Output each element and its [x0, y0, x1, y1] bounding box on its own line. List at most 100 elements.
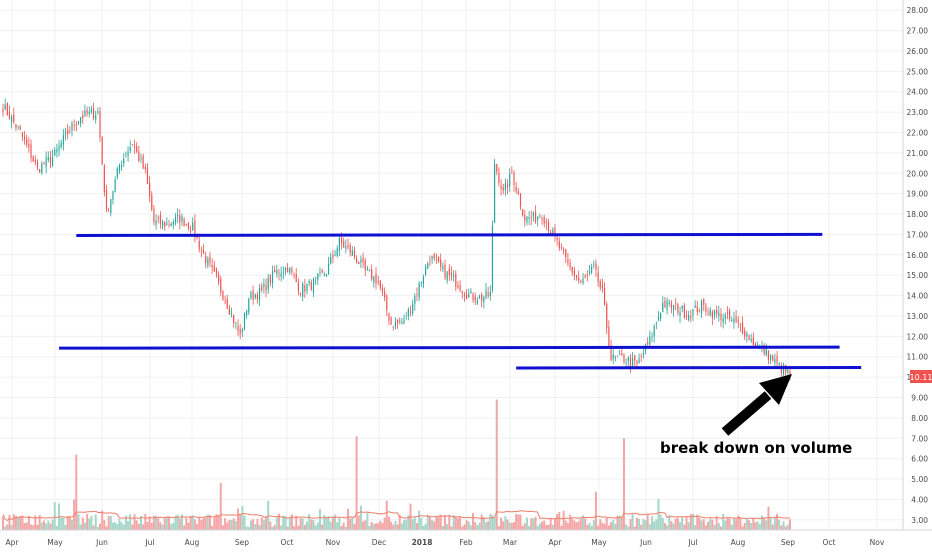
volume-bar — [714, 525, 716, 530]
candle — [78, 121, 79, 125]
candle — [399, 317, 400, 324]
candle — [718, 306, 719, 322]
volume-bar — [739, 517, 741, 530]
candle — [220, 276, 221, 296]
volume-bar — [2, 516, 4, 530]
volume-bar — [655, 519, 657, 530]
price-tick-label: 22.00 — [907, 129, 929, 138]
candle — [375, 267, 376, 289]
candle — [591, 264, 592, 275]
volume-bar — [418, 511, 420, 530]
trendline — [76, 234, 822, 235]
candle — [516, 182, 517, 194]
volume-bar — [584, 518, 586, 530]
annotation-text: break down on volume — [660, 439, 852, 457]
candle — [699, 309, 700, 313]
volume-bar — [711, 520, 713, 530]
volume-bar — [394, 521, 396, 530]
volume-bar — [507, 520, 509, 530]
volume-bar — [338, 518, 340, 530]
candle — [306, 283, 307, 294]
candle — [731, 317, 732, 322]
volume-bar — [243, 515, 245, 530]
volume-bar — [459, 517, 461, 530]
volume-bar — [431, 520, 433, 530]
candle — [541, 215, 542, 225]
candle — [7, 102, 8, 116]
candle — [733, 312, 734, 329]
candle — [276, 265, 277, 278]
candle — [595, 259, 596, 276]
volume-bar — [416, 523, 418, 530]
candle — [324, 271, 325, 276]
volume-bar — [403, 520, 405, 530]
candle — [248, 297, 249, 315]
candle — [24, 131, 25, 145]
candle — [776, 351, 777, 368]
volume-bar — [11, 525, 13, 530]
candle — [569, 259, 570, 271]
candle — [39, 169, 40, 173]
candle — [93, 103, 94, 121]
volume-bar — [517, 514, 519, 530]
price-tick-label: 21.00 — [907, 149, 929, 158]
volume-bar — [438, 517, 440, 530]
volume-bar — [203, 518, 205, 530]
candle — [481, 292, 482, 307]
candle — [134, 140, 135, 154]
candle — [190, 226, 191, 234]
volume-bar — [351, 517, 353, 530]
candle — [237, 319, 238, 336]
volume-bar — [103, 520, 105, 530]
candle — [748, 335, 749, 341]
volume-bar — [601, 523, 603, 530]
candle — [714, 310, 715, 320]
volume-bar — [649, 524, 651, 530]
candle — [498, 167, 499, 186]
volume-bar — [515, 514, 517, 530]
volume-bar — [356, 436, 358, 530]
volume-bar — [774, 517, 776, 530]
volume-bar — [95, 514, 97, 530]
price-axis[interactable]: 28.0027.0026.0025.0024.0023.0022.0021.00… — [903, 0, 932, 530]
volume-bar — [623, 438, 625, 530]
volume-bar — [636, 518, 638, 530]
volume-bar — [444, 515, 446, 530]
volume-bar — [237, 509, 239, 530]
volume-bar — [366, 513, 368, 530]
volume-bar — [179, 519, 181, 530]
time-tick-label: Aug — [185, 538, 200, 547]
price-tick-label: 7.00 — [911, 434, 928, 443]
candle — [358, 261, 359, 264]
candle — [313, 277, 314, 297]
candle — [153, 205, 154, 225]
time-tick-label: Nov — [870, 538, 885, 547]
volume-bar — [519, 515, 521, 530]
volume-bar — [450, 527, 452, 530]
candle — [13, 108, 14, 125]
candle — [695, 300, 696, 308]
candle — [171, 222, 172, 227]
candle — [688, 311, 689, 322]
volume-bar — [541, 521, 543, 530]
candle — [524, 210, 525, 227]
volume-bar — [325, 517, 327, 530]
volume-bar — [328, 516, 330, 530]
volume-bar — [778, 520, 780, 530]
candle — [526, 216, 527, 225]
price-tick-label: 6.00 — [911, 455, 928, 464]
candle — [492, 220, 493, 292]
candle — [207, 256, 208, 268]
candle — [343, 238, 344, 248]
volume-bar — [765, 520, 767, 530]
volume-bar — [343, 523, 345, 530]
volume-bar — [414, 517, 416, 530]
volume-bars — [2, 400, 791, 530]
volume-bar — [371, 522, 373, 530]
volume-bar — [532, 518, 534, 530]
volume-bar — [718, 523, 720, 530]
candle — [311, 279, 312, 291]
